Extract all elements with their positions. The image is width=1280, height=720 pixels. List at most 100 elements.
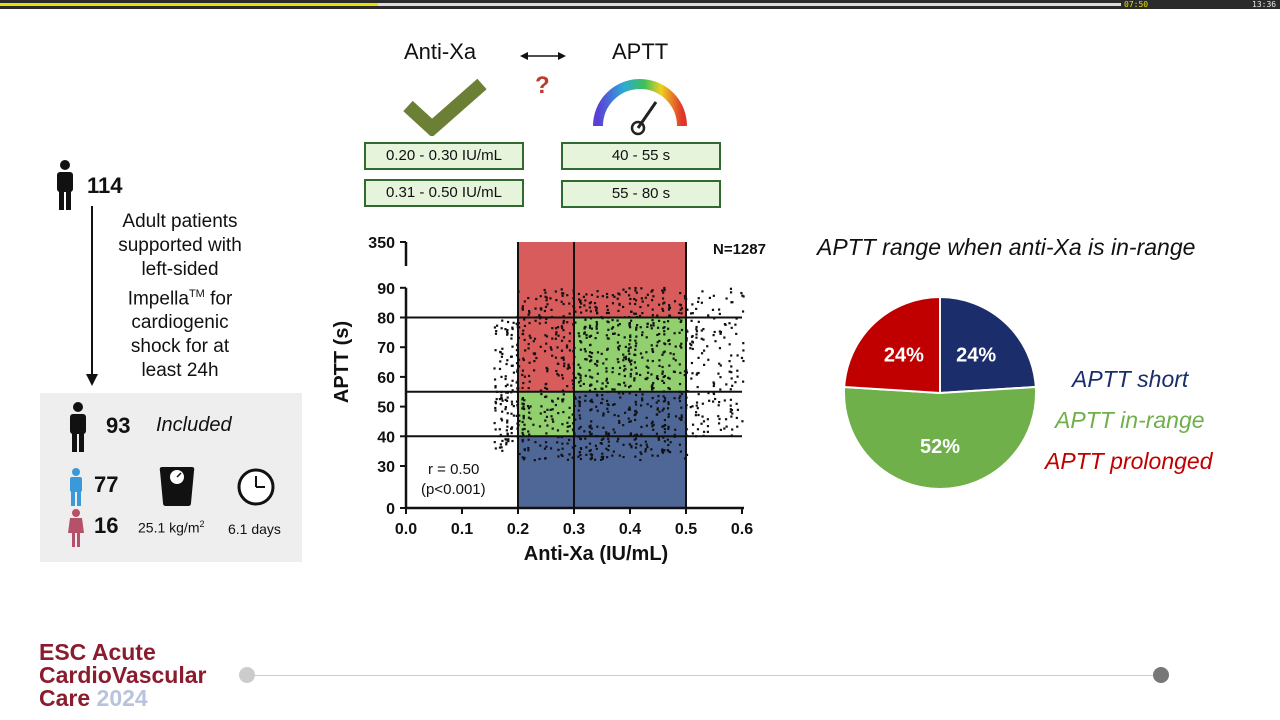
data-point xyxy=(546,424,549,427)
data-point xyxy=(505,438,508,441)
data-point xyxy=(551,408,554,411)
data-point xyxy=(585,309,588,312)
data-point xyxy=(641,311,644,315)
data-point xyxy=(700,301,703,304)
data-point xyxy=(679,320,682,324)
data-point xyxy=(690,335,694,338)
data-point xyxy=(669,352,672,355)
data-point xyxy=(655,401,658,404)
data-point xyxy=(680,414,683,417)
data-point xyxy=(568,340,571,343)
data-point xyxy=(640,287,643,290)
video-progress-bar[interactable]: 07:50 13:36 xyxy=(0,0,1280,9)
data-point xyxy=(623,381,626,384)
data-point xyxy=(522,329,525,332)
data-point xyxy=(582,382,585,386)
data-point xyxy=(600,352,603,355)
data-point xyxy=(498,446,502,449)
data-point xyxy=(500,327,503,330)
data-point xyxy=(650,327,653,330)
data-point xyxy=(544,419,547,422)
data-point xyxy=(740,356,744,360)
data-point xyxy=(500,446,503,449)
data-point xyxy=(706,418,709,421)
data-point xyxy=(507,440,510,443)
data-point xyxy=(634,437,638,440)
data-point xyxy=(679,344,682,348)
data-point xyxy=(561,442,564,445)
data-point xyxy=(500,375,503,378)
data-point xyxy=(568,425,571,428)
data-point xyxy=(566,294,569,297)
data-point xyxy=(640,297,643,300)
data-point xyxy=(667,308,671,311)
data-point xyxy=(543,350,547,353)
data-point xyxy=(509,355,513,358)
data-point xyxy=(629,334,632,337)
data-point xyxy=(596,311,599,314)
data-point xyxy=(556,441,559,444)
data-point xyxy=(529,405,532,408)
data-point xyxy=(646,325,649,328)
data-point xyxy=(619,396,622,399)
x-tick-label: 0.1 xyxy=(451,521,473,538)
data-point xyxy=(517,365,521,368)
data-point xyxy=(730,377,733,380)
data-point xyxy=(662,451,665,454)
data-point xyxy=(501,399,504,402)
esc-logo: ESC Acute CardioVascular Care 2024 xyxy=(39,639,207,711)
data-point xyxy=(596,295,599,298)
y-tick-label: 30 xyxy=(377,459,395,476)
data-point xyxy=(651,350,655,354)
data-point xyxy=(680,342,683,345)
buffered-bar xyxy=(377,3,1122,6)
data-point xyxy=(630,368,633,371)
data-point xyxy=(529,417,532,420)
data-point xyxy=(730,326,733,329)
data-point xyxy=(644,450,647,453)
data-point xyxy=(583,326,586,329)
data-point xyxy=(678,397,681,400)
data-point xyxy=(697,297,700,300)
slide-nav-current-dot[interactable] xyxy=(1153,667,1169,683)
data-point xyxy=(605,358,608,361)
data-point xyxy=(527,374,531,378)
data-point xyxy=(652,295,655,298)
x-tick-label: 0.0 xyxy=(395,521,417,538)
data-point xyxy=(555,298,558,302)
data-point xyxy=(712,382,716,385)
data-point xyxy=(635,433,639,436)
data-point xyxy=(543,410,546,414)
data-point xyxy=(527,347,530,350)
data-point xyxy=(590,427,593,430)
data-point xyxy=(635,335,638,338)
data-point xyxy=(633,413,636,417)
data-point xyxy=(719,388,722,391)
data-point xyxy=(512,414,515,417)
data-point xyxy=(539,345,542,348)
data-point xyxy=(589,310,592,313)
data-point xyxy=(734,381,737,384)
data-point xyxy=(568,406,571,409)
data-point xyxy=(667,427,670,430)
data-point xyxy=(606,381,609,384)
data-point xyxy=(545,415,549,418)
slide-nav-start-dot[interactable] xyxy=(239,667,255,683)
data-point xyxy=(635,328,638,331)
data-point xyxy=(595,447,598,450)
data-point xyxy=(742,295,745,298)
data-point xyxy=(574,418,577,421)
data-point xyxy=(696,372,699,375)
total-time: 13:36 xyxy=(1252,0,1277,9)
data-point xyxy=(578,400,582,404)
data-point xyxy=(543,447,547,450)
data-point xyxy=(577,381,581,384)
data-point xyxy=(606,337,609,340)
data-point xyxy=(656,341,659,344)
data-point xyxy=(607,321,610,324)
data-point xyxy=(605,385,608,388)
data-point xyxy=(668,304,671,307)
data-point xyxy=(691,303,694,306)
data-point xyxy=(666,407,670,410)
data-point xyxy=(522,433,525,436)
